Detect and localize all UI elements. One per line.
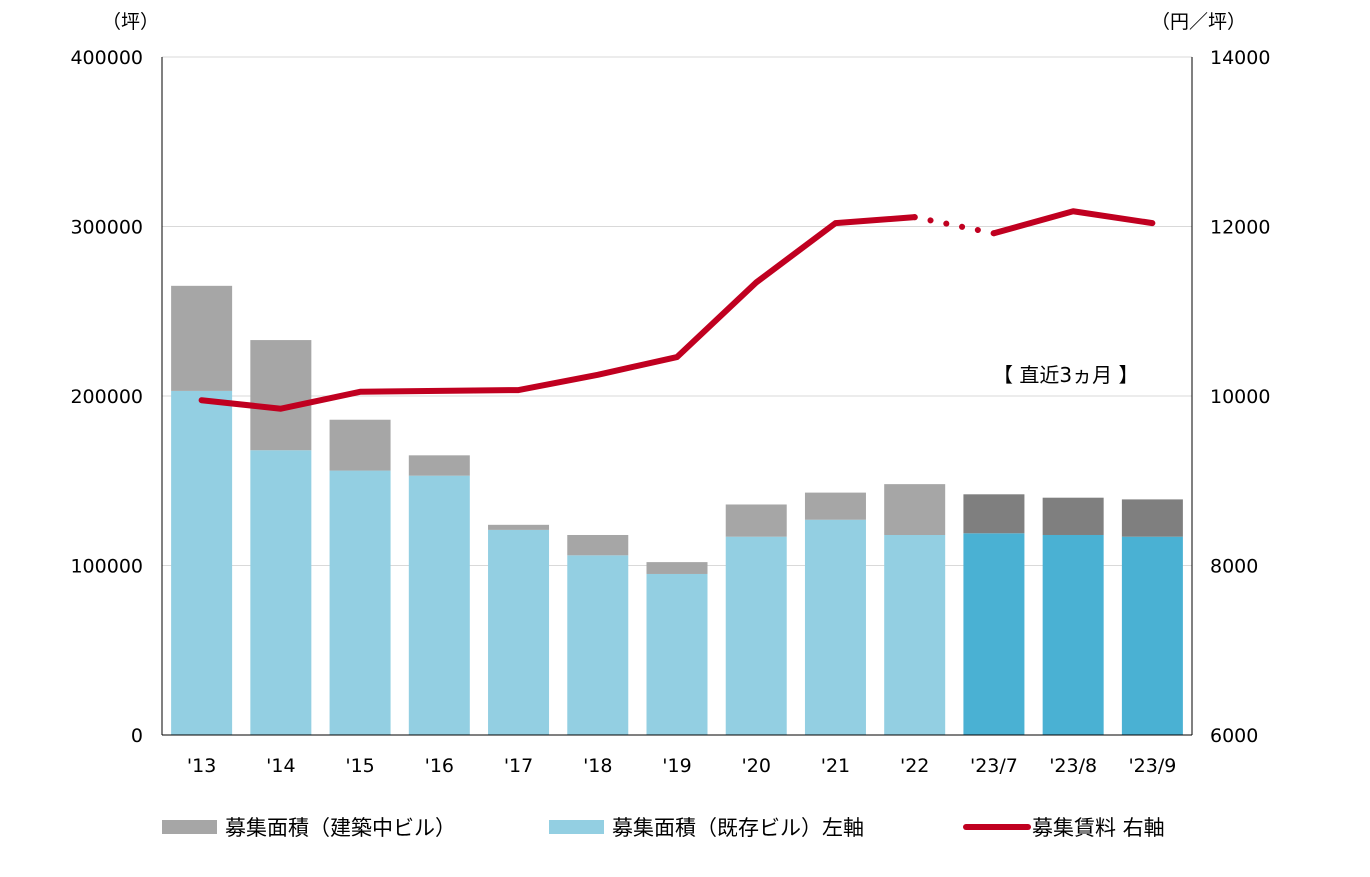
legend: 募集面積（建築中ビル） 募集面積（既存ビル）左軸 募集賃料 右軸 — [162, 816, 1165, 840]
right-axis-unit: （円／坪） — [1151, 11, 1246, 33]
bar-existing — [725, 536, 787, 735]
right-tick-label: 12000 — [1210, 217, 1270, 239]
left-axis-unit: （坪） — [102, 11, 159, 33]
bar-existing — [329, 470, 391, 735]
bar-under-construction — [1042, 497, 1104, 535]
rent-line — [198, 208, 1156, 412]
x-tick-label: '23/8 — [1049, 755, 1097, 777]
bar-under-construction — [408, 455, 470, 476]
left-ticks: 0 100000 200000 300000 400000 — [70, 47, 143, 747]
bar-existing — [646, 573, 708, 735]
bar-under-construction — [725, 504, 787, 537]
bar-under-construction — [963, 494, 1025, 534]
bar-under-construction — [1121, 499, 1183, 537]
right-tick-label: 14000 — [1210, 47, 1270, 69]
bar-under-construction — [488, 524, 550, 530]
x-tick-label: '19 — [662, 755, 691, 777]
rent-line-recent — [990, 208, 1156, 237]
bar-under-construction — [567, 534, 629, 556]
bar-existing — [963, 533, 1025, 735]
x-tick-label: '13 — [187, 755, 216, 777]
bar-under-construction — [646, 562, 708, 574]
bar-under-construction — [329, 419, 391, 471]
bar-existing — [171, 390, 233, 735]
legend-label: 募集面積（既存ビル）左軸 — [612, 816, 864, 840]
left-tick-label: 100000 — [70, 556, 143, 578]
legend-swatch — [549, 820, 604, 834]
bar-under-construction — [250, 340, 312, 451]
left-tick-label: 200000 — [70, 386, 143, 408]
bar-existing — [884, 534, 946, 735]
bar-existing — [250, 450, 312, 735]
x-tick-label: '22 — [900, 755, 929, 777]
rent-line-annual — [198, 214, 918, 412]
bar-existing — [408, 475, 470, 735]
rent-line-dotted — [911, 214, 997, 237]
bar-under-construction — [884, 484, 946, 535]
right-tick-label: 6000 — [1210, 725, 1258, 747]
gridlines — [162, 56, 1192, 566]
right-tick-label: 8000 — [1210, 556, 1258, 578]
bar-existing — [1042, 534, 1104, 735]
x-tick-label: '16 — [425, 755, 454, 777]
x-tick-label: '17 — [504, 755, 533, 777]
bar-under-construction — [171, 285, 233, 391]
recent-months-annotation: 【 直近3ヵ月 】 — [993, 363, 1138, 387]
x-tick-label: '14 — [266, 755, 295, 777]
left-tick-label: 0 — [131, 725, 143, 747]
x-tick-label: '21 — [821, 755, 850, 777]
left-tick-label: 400000 — [70, 47, 143, 69]
x-tick-label: '20 — [742, 755, 771, 777]
bar-existing — [804, 519, 866, 735]
bar-existing — [488, 529, 550, 735]
legend-swatch — [162, 820, 217, 834]
legend-label: 募集賃料 右軸 — [1032, 816, 1165, 840]
bar-existing — [1121, 536, 1183, 735]
right-tick-label: 10000 — [1210, 386, 1270, 408]
left-tick-label: 300000 — [70, 217, 143, 239]
right-ticks: 6000 8000 10000 12000 14000 — [1210, 47, 1270, 747]
x-tick-label: '23/9 — [1128, 755, 1176, 777]
x-ticks: '13 '14 '15 '16 '17 '18 '19 '20 '21 '22 '23/7 '23/8… — [187, 755, 1176, 777]
x-tick-label: '15 — [345, 755, 374, 777]
bar-under-construction — [804, 492, 866, 520]
bar-existing — [567, 555, 629, 735]
bars — [171, 285, 1183, 735]
x-tick-label: '18 — [583, 755, 612, 777]
legend-label: 募集面積（建築中ビル） — [225, 816, 456, 840]
x-tick-label: '23/7 — [970, 755, 1018, 777]
